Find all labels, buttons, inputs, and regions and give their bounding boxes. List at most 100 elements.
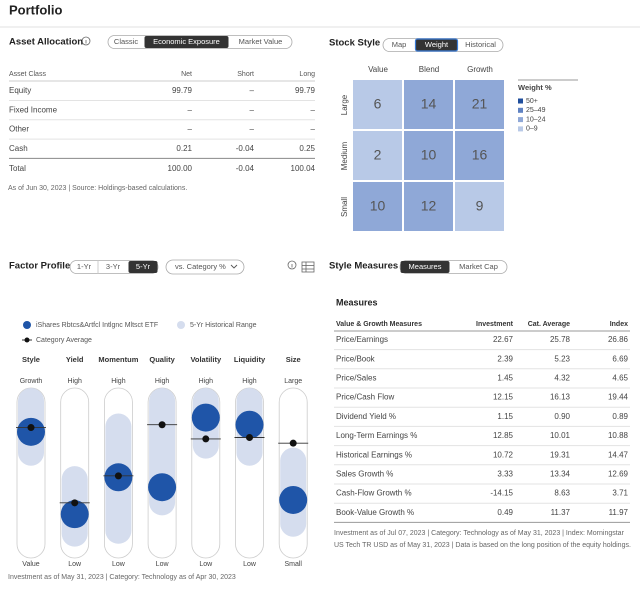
tab-active[interactable] [128, 261, 158, 273]
info-icon-circle [81, 36, 91, 46]
style-cell [353, 80, 402, 129]
table-cell: Fixed Income [9, 105, 58, 114]
factor-name: Style [22, 355, 40, 364]
info-icon-circle [287, 260, 297, 270]
page-title: Portfolio [9, 2, 62, 17]
style-cell-value: 9 [476, 198, 484, 214]
factor-name: Yield [66, 355, 84, 364]
asset-note-box: As of Jun 30, 2023 | Source: Holdings-ba… [8, 185, 187, 192]
factor-bottom-label: Small [284, 561, 302, 568]
style-cell-value: 2 [374, 147, 382, 163]
measures-cell: 12.85 [493, 431, 514, 440]
style-cell [404, 80, 453, 129]
tab-active[interactable] [400, 261, 450, 273]
factor-note: Investment as of May 31, 2023 | Category… [8, 574, 236, 581]
measures-cell: 16.13 [550, 393, 571, 402]
legend-label: 0–9 [526, 126, 538, 133]
measures-cell: Sales Growth % [336, 470, 393, 479]
tab[interactable]: Weight [425, 40, 449, 49]
style-cell-value: 16 [472, 147, 488, 163]
measures-cell: 11.37 [551, 508, 571, 517]
tab[interactable]: 5-Yr [136, 262, 151, 271]
factor-top-label: High [155, 378, 170, 385]
measures-cell: 10.01 [550, 431, 571, 440]
measures-cell: 19.44 [608, 393, 629, 402]
style-cell [455, 80, 504, 129]
measures-cell: 0.49 [497, 508, 513, 517]
tab[interactable]: 3-Yr [106, 262, 121, 271]
measures-cell: 2.39 [497, 354, 513, 363]
style-row-label: Large [340, 94, 349, 115]
table-cell: 99.79 [295, 86, 316, 95]
factor-top-label: High [242, 378, 257, 385]
tab-active[interactable] [144, 36, 229, 48]
measures-cell: Dividend Yield % [336, 412, 396, 421]
table-total: Total [9, 164, 26, 173]
dropdown[interactable] [165, 259, 245, 275]
tab[interactable]: Market Cap [459, 262, 498, 271]
factor-fund [148, 473, 177, 502]
table-cell: – [311, 105, 316, 114]
measures-cell: 0.89 [612, 412, 628, 421]
measures-cell: Price/Sales [336, 374, 376, 383]
table-cell: – [311, 125, 316, 134]
factor-category [202, 435, 210, 443]
style-cell [404, 131, 453, 180]
table-cell: -0.04 [236, 144, 255, 153]
tab[interactable]: 1-Yr [77, 262, 92, 271]
dropdown-label: vs. Category % [175, 262, 226, 271]
table-icon-frame [301, 261, 315, 273]
measures-cell: Cash-Flow Growth % [336, 489, 412, 498]
measures-cell: Book-Value Growth % [336, 508, 414, 517]
measures-cell: 1.15 [497, 412, 513, 421]
style-row-label: Small [340, 197, 349, 217]
measures-cell: Price/Earnings [336, 335, 388, 344]
tab[interactable]: Market Value [239, 37, 283, 46]
table-header: Long [299, 71, 315, 78]
factor-name: Quality [149, 355, 175, 364]
factor-category [114, 472, 122, 480]
factor-fund [60, 500, 89, 529]
info-icon[interactable] [81, 36, 91, 46]
legend-swatch [518, 98, 523, 104]
measures-cell: 1.45 [497, 374, 513, 383]
factor-bottom-label: Low [68, 561, 82, 568]
measures-note-box: Investment as of Jul 07, 2023 | Category… [334, 530, 631, 549]
section-title: Stock Style [329, 38, 380, 49]
tab[interactable]: Economic Exposure [153, 37, 220, 46]
section-title: Asset Allocation [9, 37, 83, 48]
factor-category [246, 434, 253, 441]
factor-top-label: High [199, 378, 214, 385]
table-icon[interactable] [301, 261, 315, 273]
legend-label: 50+ [526, 98, 538, 105]
table-cell: – [188, 105, 193, 114]
table-header: Asset Class [9, 71, 46, 78]
factor-fund [17, 417, 45, 446]
tab[interactable]: Classic [114, 37, 138, 46]
factor-name: Momentum [98, 355, 138, 364]
tab[interactable]: Measures [409, 262, 442, 271]
measures-cell: 10.88 [608, 431, 629, 440]
table-cell: – [250, 125, 255, 134]
tab-active[interactable] [414, 38, 459, 52]
table-total: 100.00 [168, 164, 193, 173]
measures-cell: 26.86 [608, 335, 629, 344]
info-icon[interactable] [287, 260, 297, 270]
tab[interactable]: Historical [465, 40, 496, 49]
tab[interactable]: Map [392, 40, 407, 49]
legend-label: 25–49 [526, 107, 546, 114]
measures-header: Index [610, 321, 628, 328]
measures-cell: Historical Earnings % [336, 450, 412, 459]
legend-title: Weight % [518, 83, 552, 92]
legend-category-dot [24, 337, 30, 343]
measures-cell: 4.32 [554, 374, 570, 383]
factor-category [158, 421, 166, 429]
factor-bottom-label: Low [199, 561, 213, 568]
style-cell-value: 10 [421, 147, 437, 163]
measures-cell: 13.34 [550, 470, 571, 479]
measures-cell: 14.47 [608, 450, 629, 459]
measures-cell: 12.15 [493, 393, 514, 402]
measures-cell: 22.67 [493, 335, 514, 344]
factor-category [289, 439, 297, 447]
legend-label: iShares Rbtcs&Artfcl Intlgnc Mltsct ETF [36, 322, 158, 329]
